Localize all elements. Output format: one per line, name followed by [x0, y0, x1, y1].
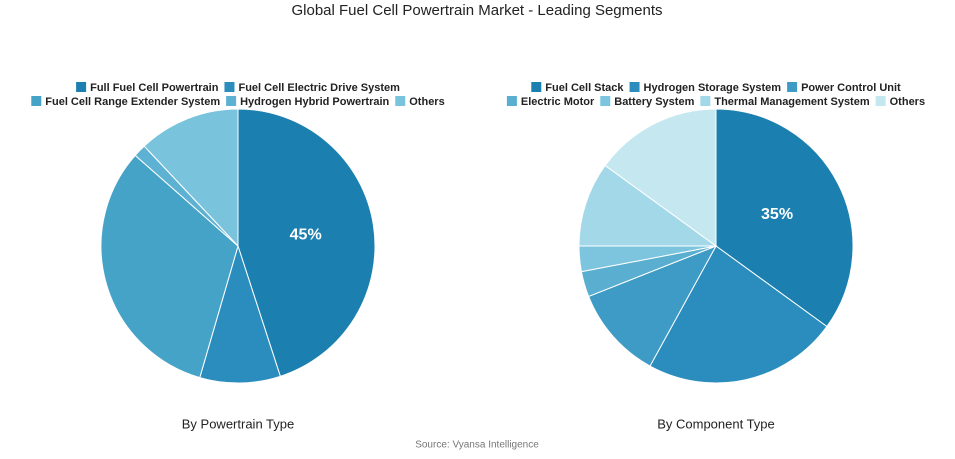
legend-label: Fuel Cell Range Extender System	[45, 96, 220, 108]
legend-swatch	[506, 96, 517, 106]
legend-swatch	[224, 82, 235, 92]
legend-item: Fuel Cell Electric Drive System	[224, 82, 400, 94]
pie-slice	[578, 164, 718, 247]
legend-label: Electric Motor	[521, 96, 595, 108]
pie-slice	[587, 245, 718, 367]
data-label: 35%	[761, 206, 793, 223]
legend-item: Power Control Unit	[787, 82, 901, 94]
pie-slice	[237, 108, 376, 377]
legend-item: Hydrogen Storage System	[629, 82, 782, 94]
legend-label: Full Fuel Cell Powertrain	[90, 82, 219, 94]
legend-swatch	[629, 82, 640, 92]
legend-swatch	[600, 96, 611, 106]
legend-swatch	[875, 96, 886, 106]
legend-swatch	[787, 82, 798, 92]
source: Source: Vyansa Intelligence	[415, 440, 539, 451]
chart-title: Global Fuel Cell Powertrain Market - Lea…	[291, 2, 662, 19]
legend-swatch	[700, 96, 711, 106]
legend-label: Others	[409, 96, 444, 108]
legend-item: Electric Motor	[506, 96, 595, 108]
legend-item: Hydrogen Hybrid Powertrain	[226, 96, 390, 108]
legend-item: Thermal Management System	[700, 96, 870, 108]
pie-slice	[604, 108, 717, 247]
legend-label: Hydrogen Hybrid Powertrain	[240, 96, 389, 108]
legend-swatch	[531, 82, 542, 92]
legend-item: Battery System	[600, 96, 695, 108]
pie-caption: By Powertrain Type	[182, 416, 294, 431]
legend-swatch	[31, 96, 42, 106]
pie-caption: By Component Type	[657, 416, 775, 431]
legend-item: Others	[875, 96, 925, 108]
legend-label: Power Control Unit	[801, 82, 901, 94]
data-label: 45%	[290, 227, 322, 244]
legend-label: Hydrogen Storage System	[644, 82, 782, 94]
legend-item: Others	[395, 96, 445, 108]
pie-slice	[199, 244, 281, 384]
legend-swatch	[226, 96, 237, 106]
pie-slice	[715, 108, 854, 328]
legend-label: Thermal Management System	[714, 96, 869, 108]
legend-label: Others	[890, 96, 925, 108]
pie-slice	[143, 108, 239, 248]
legend-item: Fuel Cell Stack	[531, 82, 624, 94]
legend-item: Full Fuel Cell Powertrain	[76, 82, 219, 94]
legend-swatch	[395, 96, 406, 106]
legend-label: Fuel Cell Electric Drive System	[238, 82, 400, 94]
legend-label: Battery System	[614, 96, 694, 108]
pie-slice	[100, 154, 239, 379]
legend-label: Fuel Cell Stack	[545, 82, 624, 94]
pie-slice	[649, 245, 828, 384]
legend-swatch	[76, 82, 87, 92]
legend-item: Fuel Cell Range Extender System	[31, 96, 220, 108]
